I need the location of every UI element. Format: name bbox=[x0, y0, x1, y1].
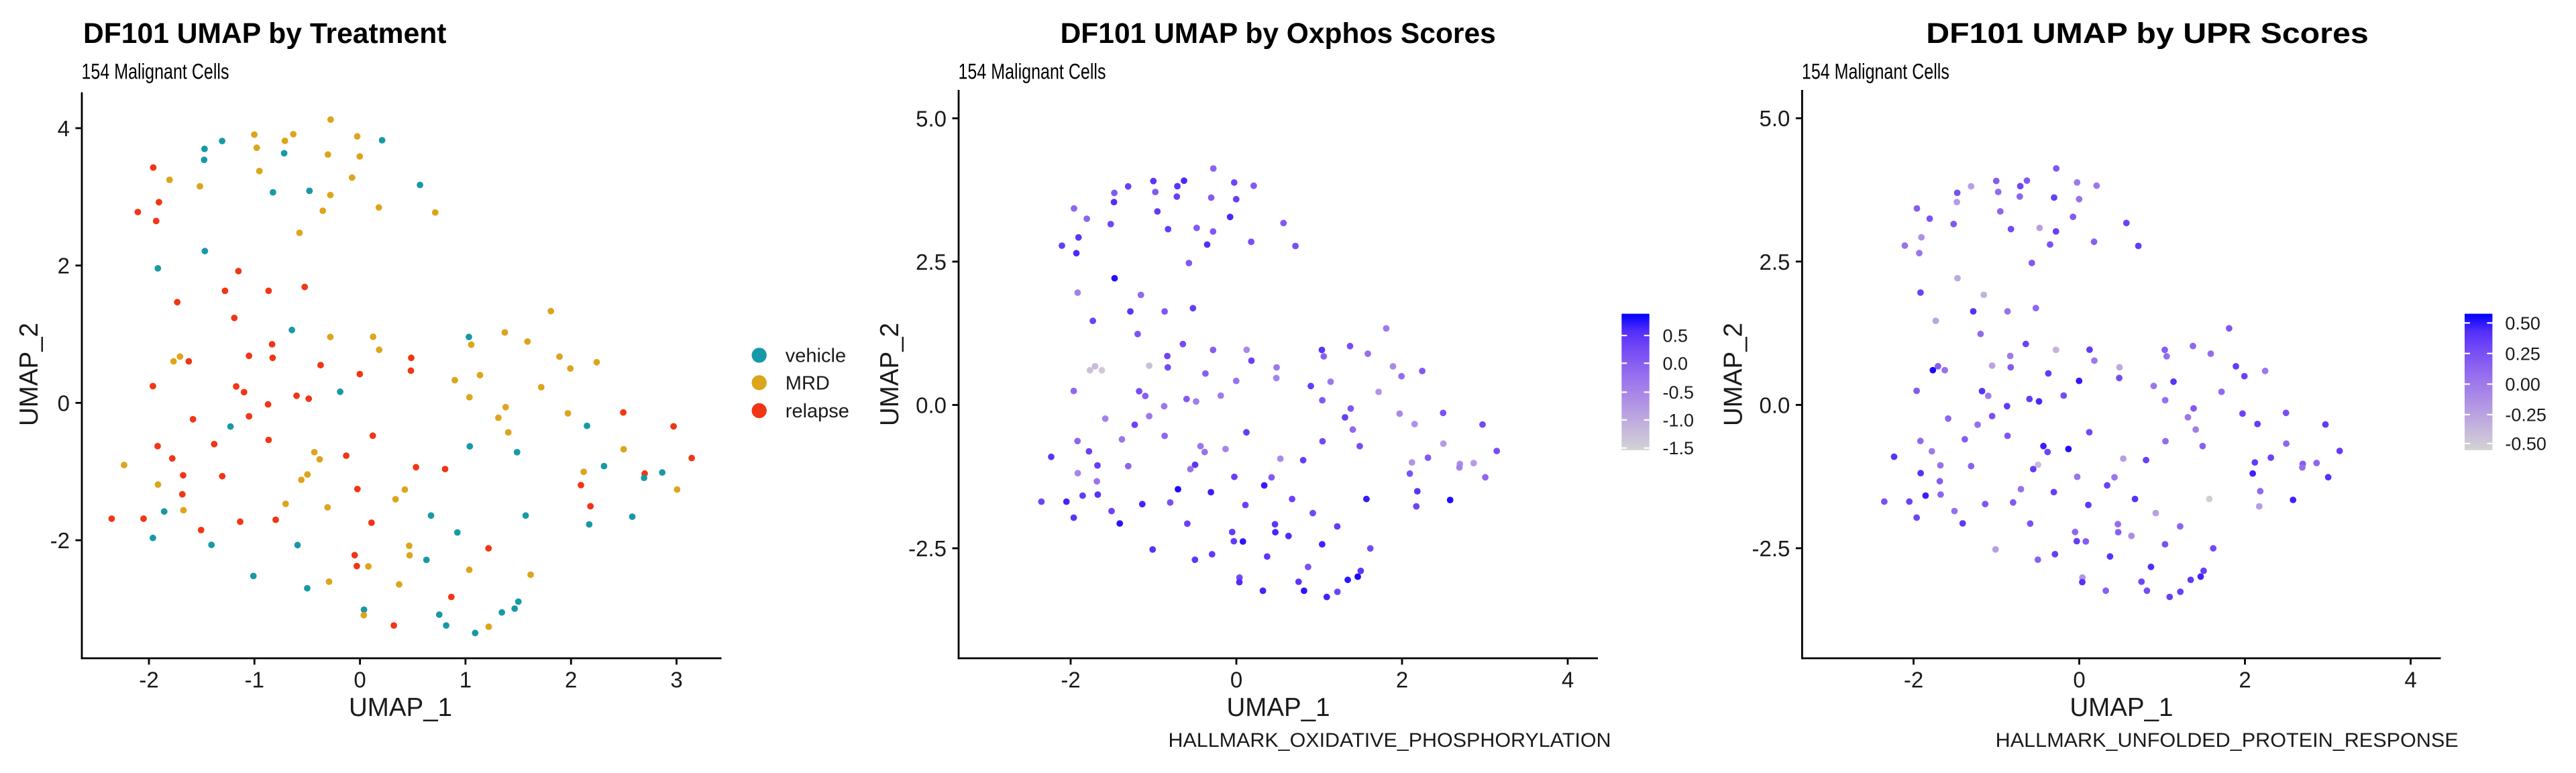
svg-text:0.00: 0.00 bbox=[2505, 374, 2540, 395]
svg-text:UMAP_2: UMAP_2 bbox=[1719, 323, 1748, 426]
svg-text:0: 0 bbox=[58, 391, 70, 415]
svg-text:-2: -2 bbox=[1061, 668, 1080, 692]
svg-text:0: 0 bbox=[354, 668, 366, 692]
svg-text:-1.5: -1.5 bbox=[1663, 438, 1695, 458]
svg-text:0.0: 0.0 bbox=[916, 393, 947, 418]
svg-text:2: 2 bbox=[565, 668, 577, 692]
svg-text:DF101 UMAP by Treatment: DF101 UMAP by Treatment bbox=[83, 18, 447, 50]
svg-text:UMAP_1: UMAP_1 bbox=[1226, 693, 1330, 722]
svg-text:UMAP_1: UMAP_1 bbox=[2070, 693, 2173, 722]
svg-text:0.5: 0.5 bbox=[1663, 326, 1688, 346]
svg-text:-2.5: -2.5 bbox=[908, 536, 947, 561]
svg-text:MRD: MRD bbox=[786, 373, 830, 395]
svg-text:0: 0 bbox=[1230, 668, 1242, 692]
svg-text:154 Malignant Cells: 154 Malignant Cells bbox=[82, 58, 229, 83]
svg-text:0.0: 0.0 bbox=[1663, 354, 1688, 374]
svg-text:-0.50: -0.50 bbox=[2505, 434, 2546, 454]
svg-text:-2: -2 bbox=[139, 668, 158, 692]
svg-text:-2.5: -2.5 bbox=[1752, 536, 1790, 561]
svg-text:UMAP_2: UMAP_2 bbox=[15, 323, 44, 426]
svg-text:2: 2 bbox=[58, 254, 70, 278]
svg-text:HALLMARK_OXIDATIVE_PHOSPHORYLA: HALLMARK_OXIDATIVE_PHOSPHORYLATION bbox=[1169, 729, 1611, 752]
svg-text:4: 4 bbox=[2404, 668, 2416, 692]
svg-text:1: 1 bbox=[460, 668, 472, 692]
svg-text:0.25: 0.25 bbox=[2505, 344, 2540, 364]
svg-text:0.50: 0.50 bbox=[2505, 313, 2540, 333]
svg-text:UMAP_2: UMAP_2 bbox=[875, 323, 904, 426]
svg-text:2: 2 bbox=[2239, 668, 2251, 692]
svg-text:5.0: 5.0 bbox=[916, 106, 947, 131]
svg-text:154 Malignant Cells: 154 Malignant Cells bbox=[959, 58, 1106, 83]
svg-text:-0.5: -0.5 bbox=[1663, 382, 1695, 403]
svg-text:0: 0 bbox=[2073, 668, 2085, 692]
svg-text:relapse: relapse bbox=[786, 401, 849, 422]
svg-text:DF101 UMAP by Oxphos Scores: DF101 UMAP by Oxphos Scores bbox=[1061, 18, 1496, 50]
svg-text:-1.0: -1.0 bbox=[1663, 410, 1695, 430]
svg-text:2.5: 2.5 bbox=[1760, 250, 1790, 274]
svg-text:2: 2 bbox=[1396, 668, 1408, 692]
svg-text:-0.25: -0.25 bbox=[2505, 405, 2546, 425]
svg-text:-1: -1 bbox=[245, 668, 264, 692]
svg-text:3: 3 bbox=[670, 668, 682, 692]
svg-text:DF101 UMAP by UPR Scores: DF101 UMAP by UPR Scores bbox=[1926, 18, 2368, 50]
svg-text:vehicle: vehicle bbox=[786, 346, 846, 367]
svg-text:-2: -2 bbox=[50, 528, 70, 553]
svg-text:4: 4 bbox=[1562, 668, 1574, 692]
svg-text:0.0: 0.0 bbox=[1760, 393, 1790, 417]
svg-text:UMAP_1: UMAP_1 bbox=[349, 693, 452, 722]
svg-text:-2: -2 bbox=[1904, 668, 1923, 692]
svg-text:HALLMARK_UNFOLDED_PROTEIN_RESP: HALLMARK_UNFOLDED_PROTEIN_RESPONSE bbox=[1996, 729, 2459, 752]
svg-text:2.5: 2.5 bbox=[916, 250, 947, 274]
svg-text:5.0: 5.0 bbox=[1760, 106, 1790, 131]
svg-text:4: 4 bbox=[58, 116, 70, 141]
svg-text:154 Malignant Cells: 154 Malignant Cells bbox=[1802, 58, 1949, 83]
